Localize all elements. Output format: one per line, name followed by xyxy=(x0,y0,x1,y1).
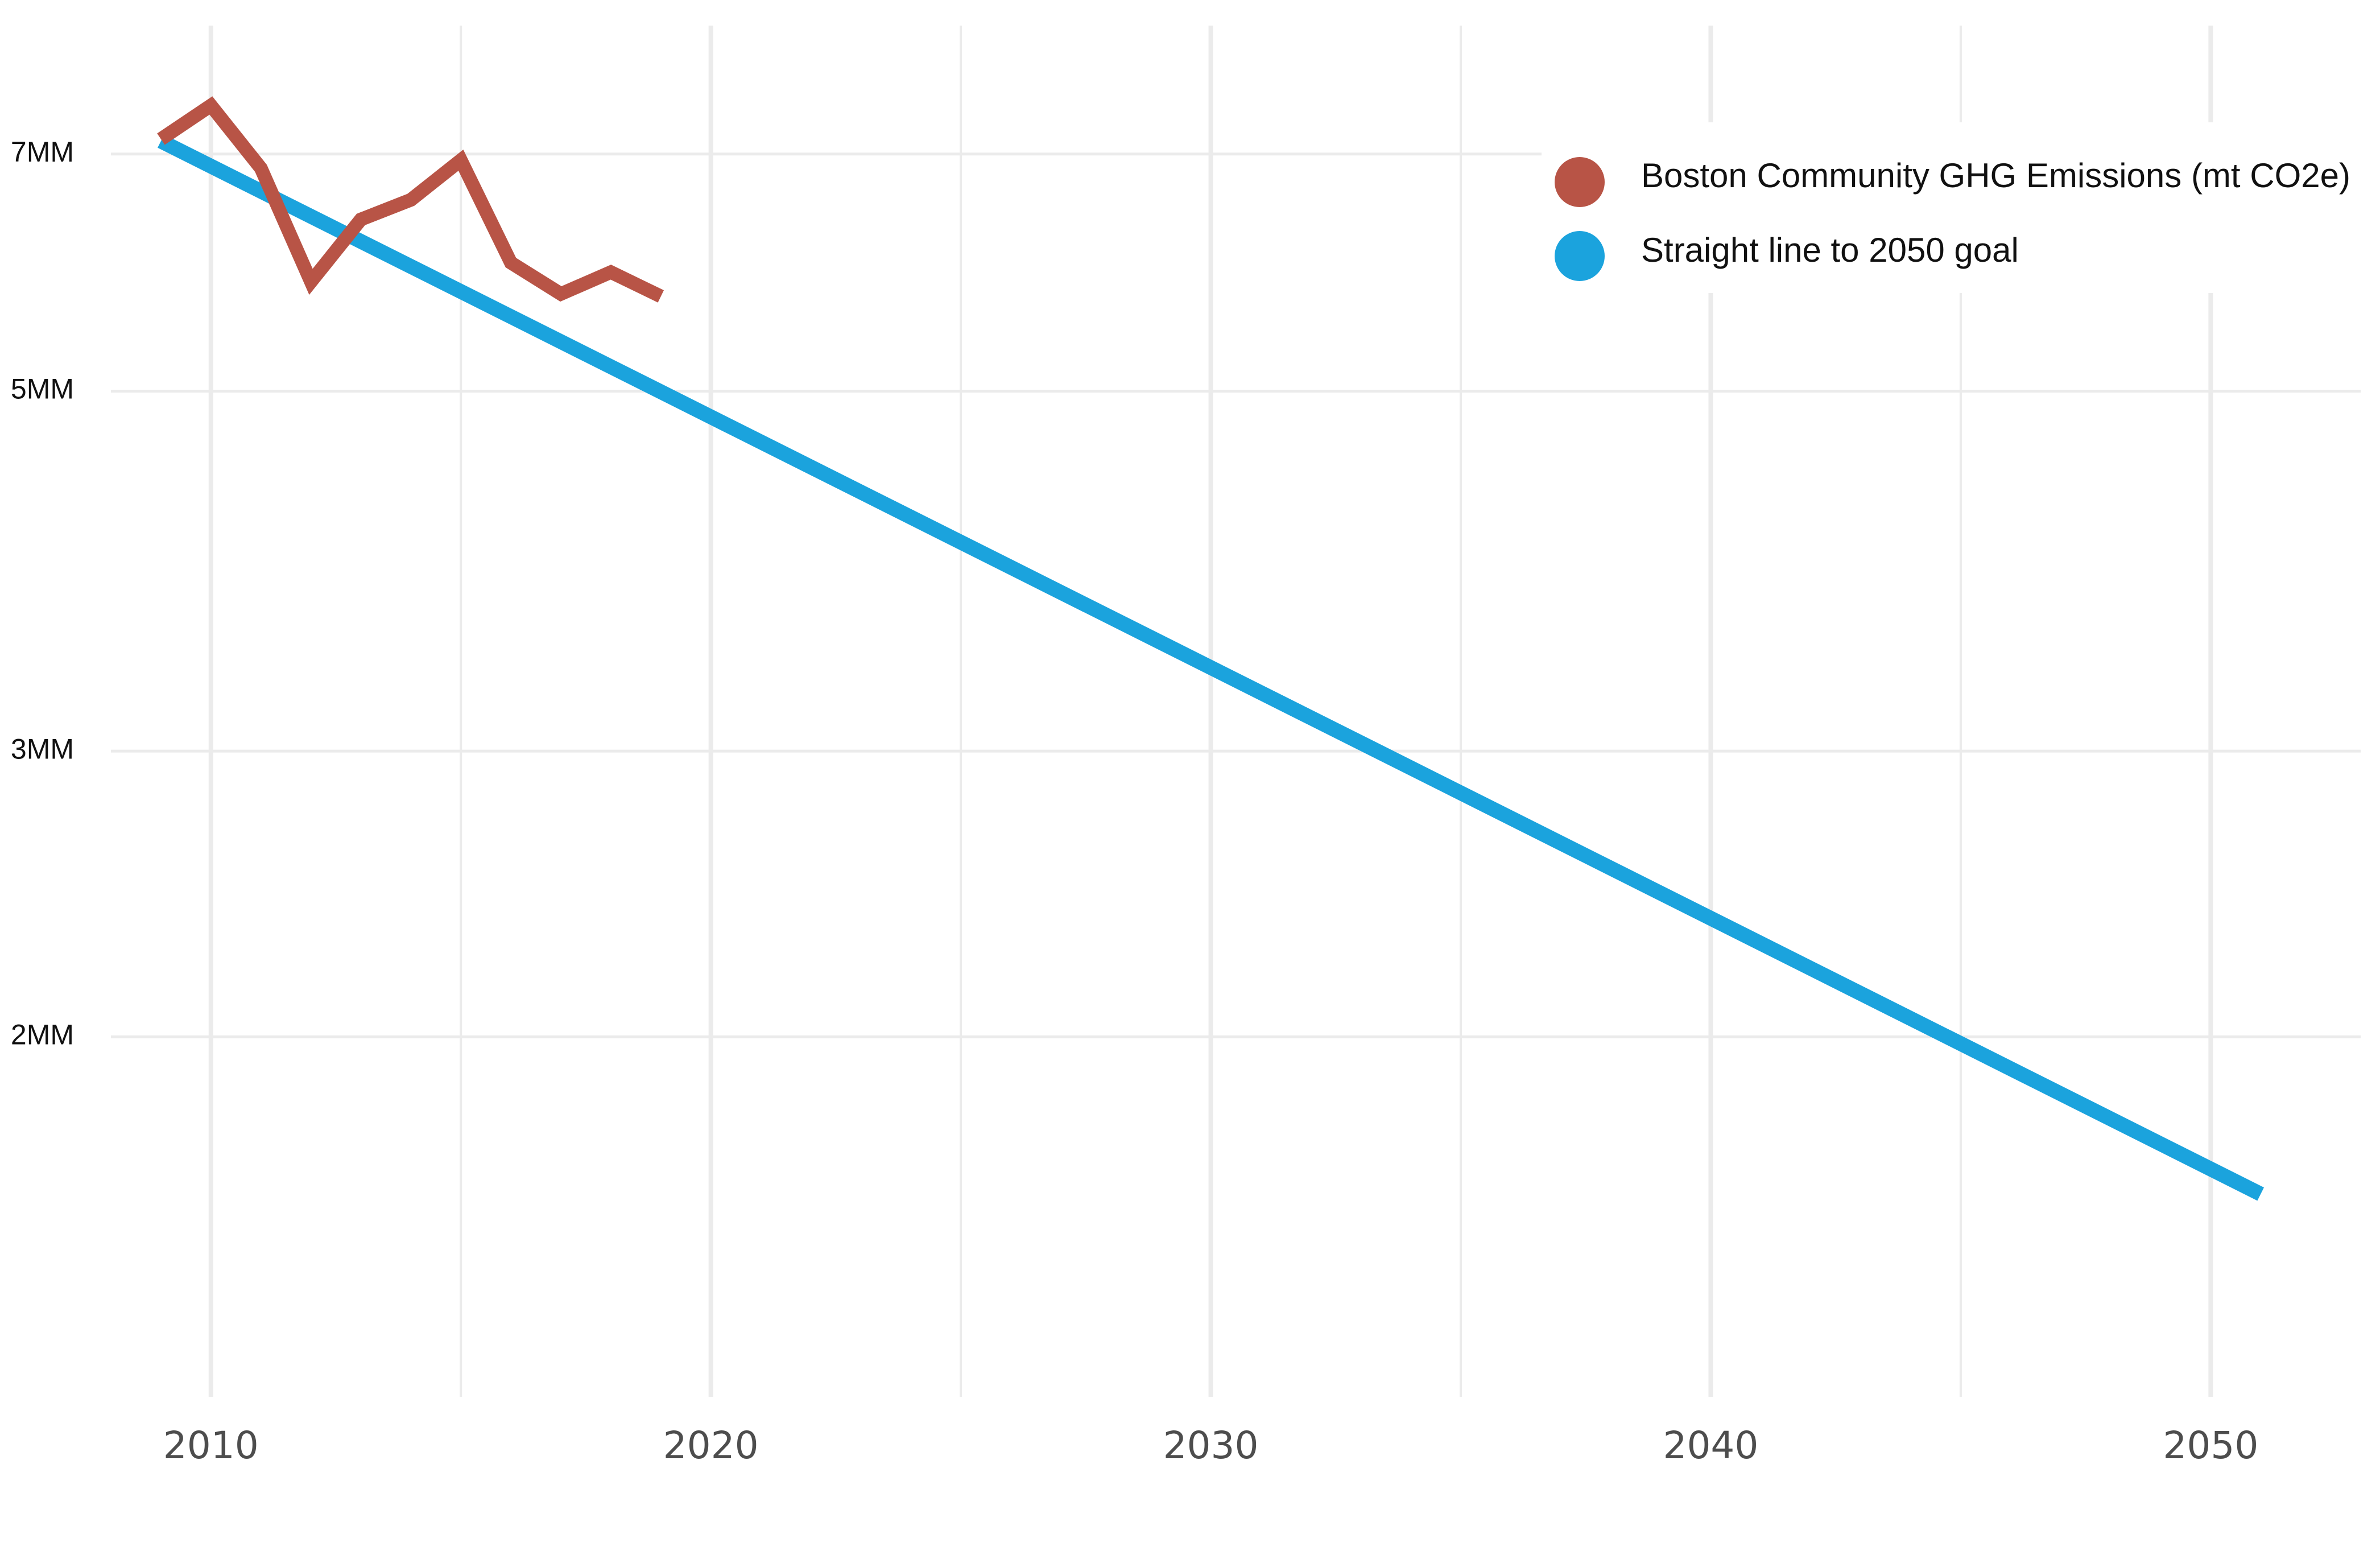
legend-background xyxy=(1542,122,2380,293)
series-line-emissions xyxy=(157,96,664,303)
legend-swatch-goal-line xyxy=(1555,231,1605,281)
series-line-goal xyxy=(158,134,2265,1201)
x-axis-ticks: 2010 2020 2030 2040 2050 xyxy=(163,1424,2259,1467)
series-lines xyxy=(157,96,2265,1201)
legend-label-goal-line: Straight line to 2050 goal xyxy=(1641,231,2019,269)
y-tick-label: 7MM xyxy=(11,136,74,168)
x-tick-label: 2050 xyxy=(2163,1424,2258,1467)
y-tick-label: 5MM xyxy=(11,373,74,405)
legend-label-emissions: Boston Community GHG Emissions (mt CO2e) xyxy=(1641,156,2350,195)
x-tick-label: 2040 xyxy=(1663,1424,1758,1467)
x-tick-label: 2030 xyxy=(1163,1424,1259,1467)
legend: Boston Community GHG Emissions (mt CO2e)… xyxy=(1542,122,2380,293)
y-axis-ticks: 7MM 5MM 3MM 2MM xyxy=(11,136,74,1051)
y-tick-label: 2MM xyxy=(11,1019,74,1051)
x-tick-label: 2020 xyxy=(663,1424,759,1467)
x-tick-label: 2010 xyxy=(163,1424,259,1467)
y-tick-label: 3MM xyxy=(11,733,74,765)
legend-swatch-emissions xyxy=(1555,157,1605,207)
